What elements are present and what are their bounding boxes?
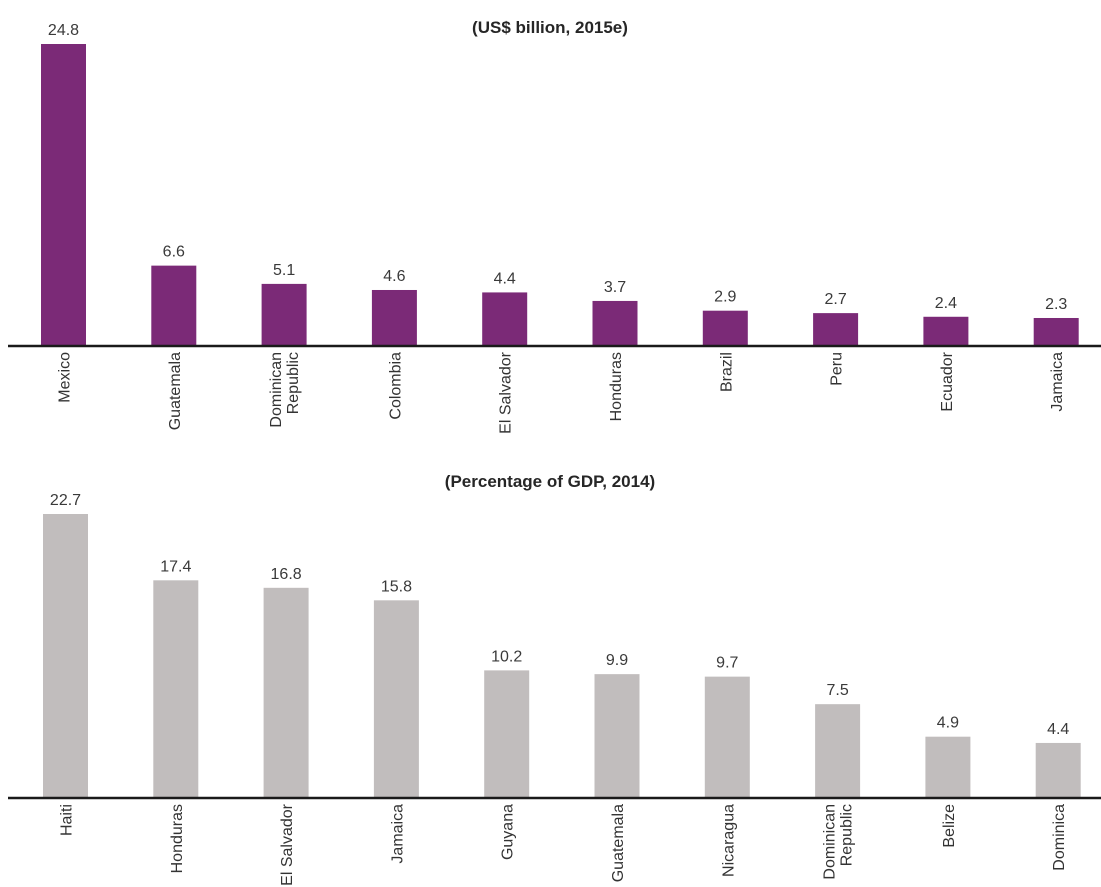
value-label: 4.4 xyxy=(1047,721,1069,738)
value-label: 2.3 xyxy=(1045,296,1067,313)
category-label: Peru xyxy=(829,352,846,386)
category-label: Belize xyxy=(941,804,958,848)
bar xyxy=(704,676,750,798)
category-label: Guatemala xyxy=(610,804,627,882)
value-label: 6.6 xyxy=(163,244,185,261)
category-label: Jamaica xyxy=(1049,352,1066,412)
category-label: Mexico xyxy=(57,352,74,403)
bar xyxy=(815,704,861,798)
value-label: 2.9 xyxy=(714,289,736,306)
bar xyxy=(592,300,638,346)
value-label: 24.8 xyxy=(48,22,79,39)
bar xyxy=(1035,742,1081,798)
value-label: 22.7 xyxy=(50,492,81,509)
bar xyxy=(373,600,419,798)
category-label: Honduras xyxy=(608,352,625,421)
value-label: 10.2 xyxy=(491,648,522,665)
category-label: Ecuador xyxy=(939,351,956,411)
bar xyxy=(813,313,859,346)
category-label: DominicanRepublic xyxy=(822,804,856,880)
bar xyxy=(41,44,86,346)
value-label: 4.9 xyxy=(937,715,959,732)
bar xyxy=(923,316,969,346)
category-label: Honduras xyxy=(169,804,186,873)
chart-title: (US$ billion, 2015e) xyxy=(472,18,628,37)
bar xyxy=(702,310,748,346)
category-label: Colombia xyxy=(387,352,404,420)
bar xyxy=(1033,317,1079,346)
value-label: 2.7 xyxy=(824,291,846,308)
bar xyxy=(484,670,530,798)
value-label: 9.7 xyxy=(716,655,738,672)
top-chart: (US$ billion, 2015e) 24.8 Mexico 6.6 Guatema… xyxy=(8,18,1101,434)
value-label: 7.5 xyxy=(826,682,848,699)
category-label: Guyana xyxy=(500,804,517,860)
value-label: 16.8 xyxy=(271,566,302,583)
value-label: 4.4 xyxy=(494,270,516,287)
category-label: DominicanRepublic xyxy=(268,352,302,428)
category-label: Haiti xyxy=(59,804,76,836)
category-label: Nicaragua xyxy=(720,804,737,877)
value-label: 17.4 xyxy=(160,558,191,575)
value-label: 3.7 xyxy=(604,279,626,296)
category-label: Brazil xyxy=(718,352,735,392)
bar xyxy=(371,289,417,346)
bar xyxy=(151,265,197,346)
bar xyxy=(261,283,307,346)
chart-title: (Percentage of GDP, 2014) xyxy=(445,472,655,491)
bar xyxy=(153,580,199,798)
bottom-chart: (Percentage of GDP, 2014) 22.7 Haiti 17.4 Ho… xyxy=(8,472,1101,886)
bar xyxy=(43,514,88,798)
value-label: 5.1 xyxy=(273,262,295,279)
category-label: El Salvador xyxy=(498,351,515,433)
category-label: El Salvador xyxy=(279,803,296,885)
value-label: 4.6 xyxy=(383,268,405,285)
value-label: 15.8 xyxy=(381,578,412,595)
value-label: 9.9 xyxy=(606,652,628,669)
category-label: Dominica xyxy=(1051,804,1068,871)
bar xyxy=(594,674,640,798)
category-label: Jamaica xyxy=(389,804,406,864)
bar xyxy=(925,736,971,798)
value-label: 2.4 xyxy=(935,295,957,312)
bar xyxy=(482,292,528,346)
bar xyxy=(263,587,309,798)
category-label: Guatemala xyxy=(167,352,184,430)
